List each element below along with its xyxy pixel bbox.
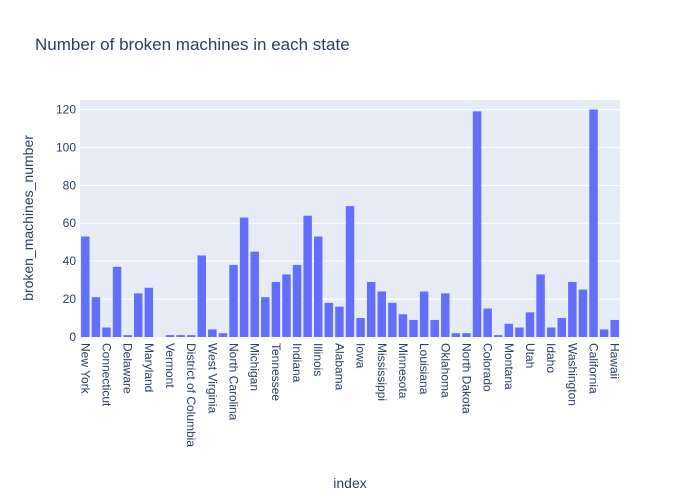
x-tick-label: Connecticut <box>99 343 113 407</box>
x-tick-label: Minnesota <box>396 343 410 399</box>
x-tick-label: Utah <box>523 343 537 368</box>
bar <box>515 327 524 337</box>
bar <box>335 306 344 337</box>
x-tick-label: Washington <box>565 343 579 406</box>
y-tick-labels: 0 20 40 60 80 100 120 <box>56 102 76 344</box>
x-tick-label: Hawaii <box>608 343 622 379</box>
x-tick-label: West Virginia <box>205 343 219 414</box>
x-tick-label: Idaho <box>544 343 558 373</box>
bar <box>472 111 482 337</box>
bar <box>81 236 90 337</box>
bar <box>324 302 334 337</box>
bar <box>599 329 609 337</box>
bars <box>81 109 619 337</box>
bar <box>494 335 503 337</box>
bar <box>430 319 439 337</box>
bar <box>91 297 101 337</box>
x-tick-label: Colorado <box>481 343 495 392</box>
bar <box>314 236 323 337</box>
bar <box>366 282 376 337</box>
x-tick-label: California <box>587 343 601 394</box>
y-tick-label: 80 <box>63 178 77 192</box>
bar <box>525 312 535 337</box>
y-tick-label: 120 <box>56 102 76 116</box>
x-tick-label: New York <box>78 343 92 395</box>
bar <box>451 333 461 337</box>
x-tick-label: Tennessee <box>269 343 283 401</box>
y-tick-label: 60 <box>63 216 77 230</box>
bar <box>102 327 111 337</box>
bar <box>134 293 143 337</box>
bar <box>282 274 291 337</box>
y-axis-title: broken_machines_number <box>20 135 36 301</box>
x-tick-label: Michigan <box>248 343 262 391</box>
bar <box>303 215 312 337</box>
bar <box>261 297 270 337</box>
bar <box>356 318 365 337</box>
bar <box>229 264 238 337</box>
x-axis-title: index <box>333 475 366 491</box>
x-tick-label: Louisiana <box>417 343 431 395</box>
bar <box>197 255 206 337</box>
bar <box>610 319 619 337</box>
bar <box>578 289 588 337</box>
bar <box>345 206 355 337</box>
x-tick-label: District of Columbia <box>184 343 198 447</box>
bar <box>388 302 397 337</box>
y-tick-label: 100 <box>56 140 76 154</box>
bar <box>112 266 122 337</box>
bar <box>165 335 175 337</box>
x-tick-label: Indiana <box>290 343 304 383</box>
x-tick-label: Delaware <box>121 343 135 394</box>
y-tick-label: 0 <box>69 330 76 344</box>
y-tick-label: 40 <box>63 254 77 268</box>
bar <box>504 323 514 337</box>
bar <box>483 308 492 337</box>
bar <box>546 327 556 337</box>
bar <box>123 335 132 337</box>
bar <box>462 333 471 337</box>
bar <box>419 291 429 337</box>
bar <box>239 217 249 337</box>
bar <box>292 264 302 337</box>
x-tick-label: Mississippi <box>375 343 389 401</box>
bar <box>186 335 196 337</box>
bar <box>144 287 154 337</box>
x-tick-label: Maryland <box>142 343 156 392</box>
bar <box>557 318 566 337</box>
bar <box>409 319 418 337</box>
bar <box>441 293 450 337</box>
bar <box>377 291 386 337</box>
x-tick-label: North Carolina <box>227 343 241 421</box>
chart-title: Number of broken machines in each state <box>35 35 350 54</box>
x-tick-label: Vermont <box>163 343 177 388</box>
bar <box>176 335 185 337</box>
x-tick-label: Illinois <box>311 343 325 376</box>
x-tick-label: Montana <box>502 343 516 390</box>
bar <box>536 274 545 337</box>
bar <box>271 282 281 337</box>
x-tick-labels: New York Connecticut Delaware Maryland Vermo… <box>78 343 621 447</box>
x-tick-label: Oklahoma <box>438 343 452 398</box>
x-tick-label: North Dakota <box>459 343 473 414</box>
bar <box>250 251 259 337</box>
bar <box>208 329 217 337</box>
bar <box>398 314 408 337</box>
bar <box>568 282 577 337</box>
y-tick-label: 20 <box>63 292 77 306</box>
bar <box>218 333 228 337</box>
x-tick-label: Iowa <box>354 343 368 369</box>
x-tick-label: Alabama <box>332 343 346 391</box>
bar <box>589 109 598 337</box>
